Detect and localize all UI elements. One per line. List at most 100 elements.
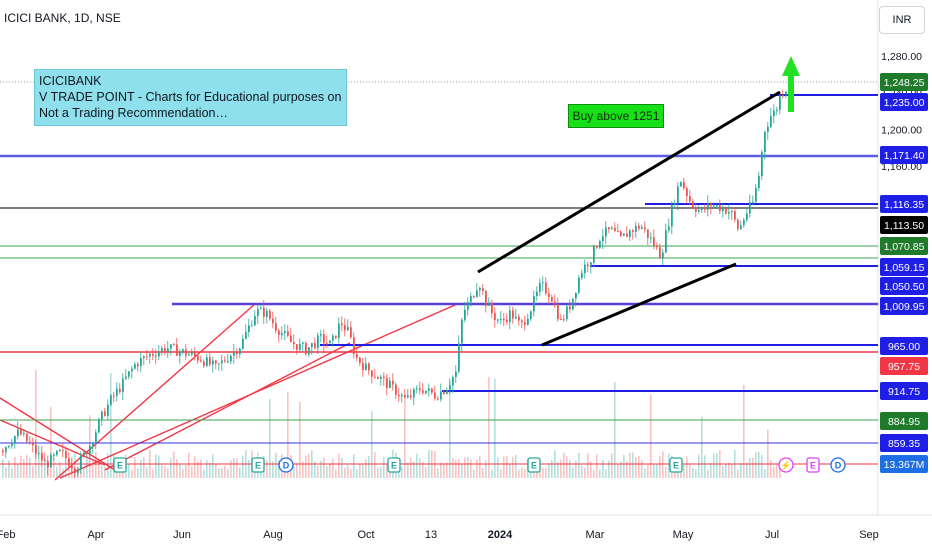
candle-body[interactable] bbox=[251, 325, 253, 327]
candle-body[interactable] bbox=[86, 452, 88, 455]
candle-body[interactable] bbox=[17, 429, 19, 437]
candle-body[interactable] bbox=[116, 388, 118, 396]
candle-body[interactable] bbox=[701, 207, 703, 211]
candle-body[interactable] bbox=[650, 237, 652, 239]
candle-body[interactable] bbox=[719, 205, 721, 211]
candle-body[interactable] bbox=[539, 282, 541, 292]
candle-body[interactable] bbox=[65, 450, 67, 459]
candle-body[interactable] bbox=[710, 203, 712, 207]
candle-body[interactable] bbox=[179, 351, 181, 356]
candle-body[interactable] bbox=[620, 231, 622, 236]
candle-body[interactable] bbox=[722, 208, 724, 211]
candle-body[interactable] bbox=[176, 344, 178, 356]
candle-body[interactable] bbox=[254, 315, 256, 326]
candle-body[interactable] bbox=[128, 371, 130, 377]
candle-body[interactable] bbox=[317, 335, 319, 348]
candle-body[interactable] bbox=[479, 288, 481, 291]
candle-body[interactable] bbox=[377, 377, 379, 379]
candle-body[interactable] bbox=[611, 227, 613, 230]
candle-body[interactable] bbox=[683, 181, 685, 189]
candle-body[interactable] bbox=[434, 392, 436, 399]
candle-body[interactable] bbox=[122, 378, 124, 393]
candle-body[interactable] bbox=[38, 452, 40, 454]
candle-body[interactable] bbox=[632, 230, 634, 232]
candle-body[interactable] bbox=[8, 445, 10, 448]
candle-body[interactable] bbox=[440, 391, 442, 400]
candle-body[interactable] bbox=[755, 187, 757, 202]
candle-body[interactable] bbox=[131, 368, 133, 372]
candle-body[interactable] bbox=[353, 337, 355, 355]
candle-body[interactable] bbox=[368, 363, 370, 371]
candle-body[interactable] bbox=[185, 349, 187, 356]
candle-body[interactable] bbox=[191, 352, 193, 355]
candle-body[interactable] bbox=[551, 297, 553, 302]
candle-body[interactable] bbox=[725, 208, 727, 214]
candle-body[interactable] bbox=[239, 348, 241, 355]
candle-body[interactable] bbox=[284, 331, 286, 334]
candle-body[interactable] bbox=[41, 452, 43, 461]
candle-body[interactable] bbox=[260, 307, 262, 309]
candle-body[interactable] bbox=[557, 304, 559, 320]
candle-body[interactable] bbox=[731, 211, 733, 213]
candle-body[interactable] bbox=[614, 227, 616, 232]
candle-body[interactable] bbox=[656, 245, 658, 248]
candle-body[interactable] bbox=[503, 319, 505, 321]
candle-body[interactable] bbox=[203, 361, 205, 366]
candle-body[interactable] bbox=[233, 351, 235, 356]
candle-body[interactable] bbox=[464, 309, 466, 320]
candle-body[interactable] bbox=[776, 109, 778, 111]
candle-body[interactable] bbox=[215, 360, 217, 364]
candle-body[interactable] bbox=[287, 331, 289, 336]
candle-body[interactable] bbox=[323, 334, 325, 344]
candle-body[interactable] bbox=[32, 443, 34, 446]
candle-body[interactable] bbox=[746, 213, 748, 220]
candle-body[interactable] bbox=[137, 364, 139, 367]
candle-body[interactable] bbox=[143, 356, 145, 358]
candle-body[interactable] bbox=[665, 230, 667, 253]
candle-body[interactable] bbox=[476, 290, 478, 297]
candle-body[interactable] bbox=[359, 357, 361, 363]
candle-body[interactable] bbox=[101, 411, 103, 420]
candle-body[interactable] bbox=[338, 323, 340, 338]
candle-body[interactable] bbox=[335, 335, 337, 338]
candle-body[interactable] bbox=[599, 241, 601, 248]
candle-body[interactable] bbox=[530, 311, 532, 319]
candle-body[interactable] bbox=[221, 360, 223, 364]
candle-body[interactable] bbox=[374, 376, 376, 378]
candle-body[interactable] bbox=[404, 394, 406, 398]
candle-body[interactable] bbox=[767, 126, 769, 132]
candle-body[interactable] bbox=[308, 347, 310, 355]
candle-body[interactable] bbox=[263, 307, 265, 317]
candle-body[interactable] bbox=[497, 319, 499, 321]
candle-body[interactable] bbox=[11, 443, 13, 446]
candle-body[interactable] bbox=[164, 348, 166, 352]
candle-body[interactable] bbox=[125, 376, 127, 379]
candle-body[interactable] bbox=[653, 237, 655, 246]
candle-body[interactable] bbox=[80, 455, 82, 470]
candle-body[interactable] bbox=[146, 356, 148, 358]
candle-body[interactable] bbox=[782, 95, 784, 97]
candle-body[interactable] bbox=[266, 310, 268, 317]
candle-body[interactable] bbox=[209, 357, 211, 365]
candle-body[interactable] bbox=[482, 288, 484, 292]
candle-body[interactable] bbox=[737, 219, 739, 229]
candle-body[interactable] bbox=[446, 389, 448, 394]
candle-body[interactable] bbox=[332, 335, 334, 341]
candle-body[interactable] bbox=[212, 360, 214, 365]
candle-body[interactable] bbox=[680, 181, 682, 187]
candle-body[interactable] bbox=[62, 449, 64, 451]
candle-body[interactable] bbox=[383, 376, 385, 378]
candle-body[interactable] bbox=[455, 371, 457, 378]
candle-body[interactable] bbox=[716, 205, 718, 207]
candle-body[interactable] bbox=[491, 302, 493, 314]
candle-body[interactable] bbox=[437, 398, 439, 400]
candle-body[interactable] bbox=[488, 302, 490, 306]
candle-body[interactable] bbox=[587, 264, 589, 267]
candle-body[interactable] bbox=[389, 380, 391, 389]
candle-body[interactable] bbox=[467, 302, 469, 310]
candle-body[interactable] bbox=[218, 363, 220, 365]
candle-body[interactable] bbox=[23, 433, 25, 435]
candle-body[interactable] bbox=[485, 291, 487, 306]
candle-body[interactable] bbox=[230, 355, 232, 362]
candle-body[interactable] bbox=[617, 231, 619, 233]
